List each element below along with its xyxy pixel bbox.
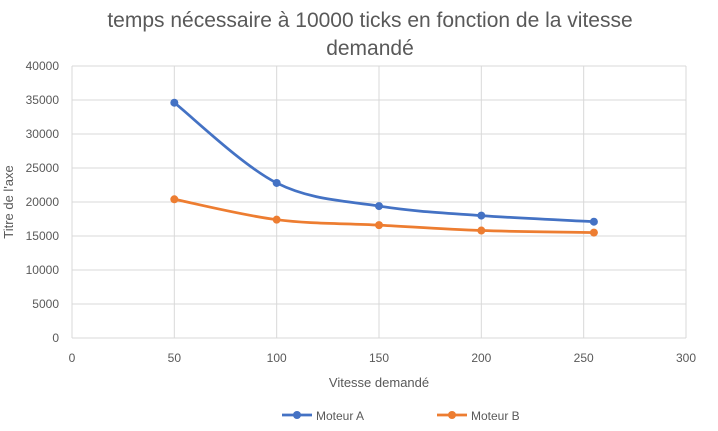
y-tick-label: 40000 bbox=[26, 59, 60, 73]
y-axis-label: Titre de l'axe bbox=[1, 165, 16, 239]
y-tick-label: 35000 bbox=[26, 93, 60, 107]
x-tick-label: 100 bbox=[267, 351, 287, 365]
data-point bbox=[272, 215, 281, 224]
y-tick-label: 15000 bbox=[26, 229, 60, 243]
series-layer bbox=[170, 98, 598, 237]
x-tick-label: 300 bbox=[676, 351, 696, 365]
data-point bbox=[170, 195, 179, 204]
data-point bbox=[375, 202, 383, 211]
x-axis-label: Vitesse demandé bbox=[329, 375, 429, 390]
data-point bbox=[272, 178, 281, 187]
data-point bbox=[589, 217, 598, 226]
x-tick-label: 150 bbox=[369, 351, 389, 365]
y-tick-label: 10000 bbox=[26, 263, 60, 277]
chart-title-line-1: temps nécessaire à 10000 ticks en foncti… bbox=[107, 9, 632, 32]
legend-swatch-marker bbox=[293, 411, 301, 419]
y-tick-label: 20000 bbox=[26, 195, 60, 209]
series-moteur-b bbox=[170, 195, 598, 237]
legend-item: Moteur B bbox=[437, 409, 520, 423]
legend: Moteur A Moteur B bbox=[282, 409, 520, 423]
data-point bbox=[375, 221, 383, 230]
series-line bbox=[172, 101, 596, 224]
x-tick-label: 200 bbox=[471, 351, 491, 365]
data-point bbox=[589, 228, 598, 237]
chart-title-line-2: demandé bbox=[326, 37, 414, 60]
x-axis-ticks: 0 50 100 150 200 250 300 bbox=[69, 351, 697, 365]
x-tick-label: 250 bbox=[574, 351, 594, 365]
series-moteur-a bbox=[170, 98, 598, 226]
legend-label: Moteur B bbox=[471, 409, 520, 423]
legend-item: Moteur A bbox=[282, 409, 364, 423]
legend-swatch-marker bbox=[448, 411, 456, 419]
data-point bbox=[170, 98, 179, 107]
x-tick-label: 0 bbox=[69, 351, 76, 365]
data-point bbox=[477, 211, 486, 220]
y-tick-label: 30000 bbox=[26, 127, 60, 141]
y-tick-label: 0 bbox=[52, 331, 59, 345]
series-line bbox=[172, 197, 596, 234]
data-point bbox=[477, 226, 486, 235]
y-tick-label: 5000 bbox=[32, 297, 59, 311]
x-tick-label: 50 bbox=[168, 351, 182, 365]
legend-label: Moteur A bbox=[316, 409, 364, 423]
grid bbox=[71, 65, 687, 339]
y-tick-label: 25000 bbox=[26, 161, 60, 175]
y-axis-ticks: 0 5000 10000 15000 20000 25000 30000 35000 40000 bbox=[26, 59, 60, 345]
